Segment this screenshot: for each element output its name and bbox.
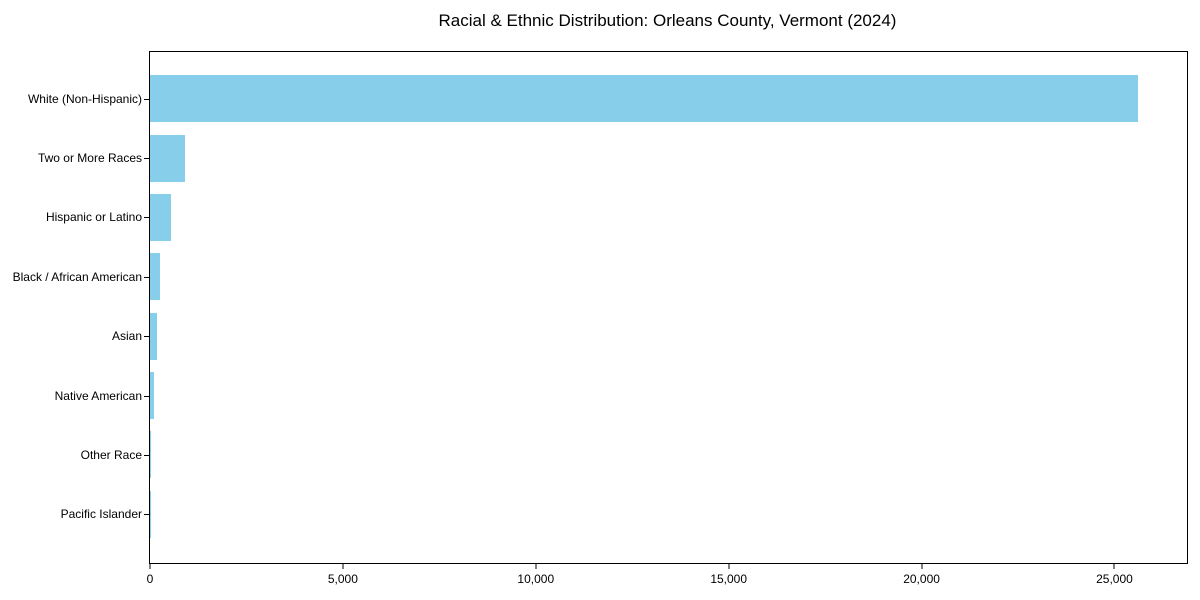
y-tick-mark [144,217,149,219]
x-tick-label: 0 [146,572,154,586]
bar [150,193,171,241]
y-tick-mark [144,276,149,278]
y-axis-label: Pacific Islander [60,507,142,522]
bar [150,431,151,479]
x-tick-label: 5,000 [327,572,358,586]
plot-area: White (Non-Hispanic) Two or More Races His… [13,51,1188,586]
y-axis-label: Black / African American [12,269,142,284]
chart-title: Racial & Ethnic Distribution: Orleans Co… [438,11,897,30]
y-tick-mark [144,158,149,160]
x-tick-mark [535,564,537,569]
bar-row: Pacific Islander [61,485,1187,544]
bar-row: Black / African American [13,247,1187,306]
x-tick-label: 10,000 [517,572,555,586]
x-tick-mark [728,564,730,569]
bar [150,253,160,301]
y-tick-mark [144,98,149,100]
y-tick-mark [144,336,149,338]
bar-rows: White (Non-Hispanic) Two or More Races His… [13,52,1187,563]
bar [150,372,155,420]
x-tick-label: 15,000 [710,572,748,586]
x-axis: 0 5,000 10,000 15,000 20,000 25,000 [146,563,1187,593]
y-tick-mark [144,395,149,397]
bar-row: Native American [55,366,1187,425]
bar [150,134,186,182]
bar-row: White (Non-Hispanic) [28,69,1187,128]
bar [150,312,157,360]
bar-row: Asian [112,307,1187,366]
x-tick-label: 20,000 [903,572,940,586]
y-axis-label: Hispanic or Latino [45,210,142,225]
y-axis-label: Two or More Races [37,151,142,166]
x-tick-mark [1113,564,1115,569]
y-axis-label: Native American [54,388,142,403]
x-tick-mark [149,564,151,569]
y-tick-mark [144,454,149,456]
x-tick-mark [921,564,923,569]
bar-row: Two or More Races [38,128,1187,187]
bar-row: Hispanic or Latino [46,188,1187,247]
y-axis-label: White (Non-Hispanic) [27,91,142,106]
bar [150,75,1138,123]
y-tick-mark [144,514,149,516]
x-tick-mark [342,564,344,569]
x-tick-label: 25,000 [1096,572,1133,586]
bar-row: Other Race [81,425,1187,484]
y-axis-label: Other Race [80,447,142,462]
y-axis-label: Asian [111,329,142,344]
